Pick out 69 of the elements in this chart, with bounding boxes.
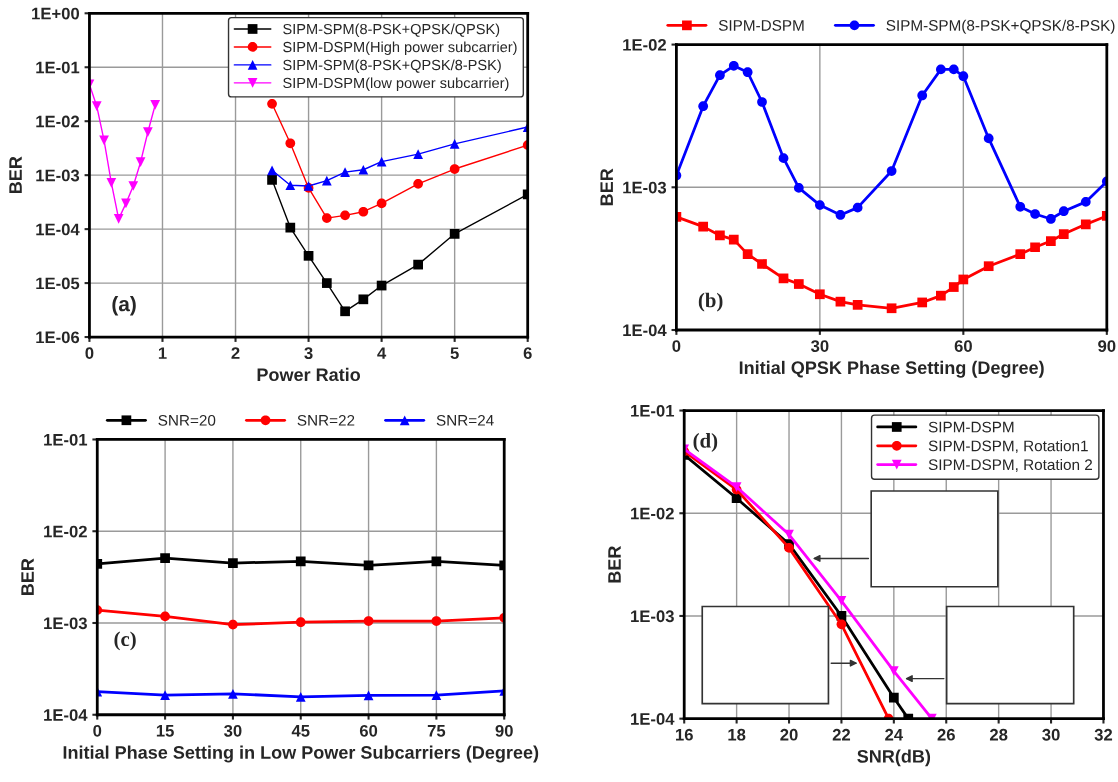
x-tick-label: 45: [291, 725, 310, 737]
x-axis-title: Initial QPSK Phase Setting (Degree): [739, 360, 1044, 378]
legend-label: SIPM-DSPM(low power subcarrier): [283, 77, 509, 91]
y-axis-title: BER: [9, 156, 22, 194]
y-tick-label: 1E-04: [631, 713, 675, 725]
x-axis-title: Power Ratio: [257, 367, 361, 382]
y-tick-label: 1E-04: [623, 324, 667, 337]
x-axis-title: SNR(dB): [857, 749, 931, 767]
legend-label: SIPM-SPM(8-PSK+QPSK/8-PSK): [283, 59, 501, 74]
y-tick-label: 1E-03: [36, 169, 80, 182]
y-axis-title: BER: [608, 545, 621, 583]
x-tick-label: 5: [450, 347, 459, 360]
x-tick-label: 20: [780, 728, 798, 741]
y-tick-label: 1E+00: [32, 7, 80, 20]
x-tick-label: 60: [954, 340, 972, 352]
y-tick-label: 1E-05: [36, 277, 80, 290]
x-tick-label: 30: [810, 340, 829, 352]
x-tick-label: 90: [1098, 340, 1116, 352]
y-axis-title: BER: [21, 558, 34, 595]
x-tick-label: 6: [523, 347, 532, 360]
legend-label: SNR=22: [297, 414, 355, 426]
legend-label: SIPM-DSPM(High power subcarrier): [283, 41, 517, 56]
x-tick-label: 1: [158, 347, 167, 359]
x-tick-label: 75: [427, 725, 446, 737]
x-axis-title: Initial Phase Setting in Low Power Subcarriers (Degree): [63, 745, 539, 763]
y-tick-label: 1E-01: [36, 61, 80, 74]
y-tick-label: 1E-04: [44, 709, 88, 721]
x-tick-label: 32: [1094, 728, 1113, 741]
legend-label: SNR=24: [436, 414, 494, 426]
x-tick-label: 90: [495, 724, 513, 737]
legend-label: SNR=20: [158, 414, 216, 426]
x-tick-label: 16: [676, 728, 693, 741]
x-tick-label: 22: [832, 728, 851, 741]
x-tick-label: 18: [728, 728, 746, 741]
legend-label: SIPM-DSPM, Rotation1: [928, 440, 1088, 454]
y-tick-label: 1E-01: [44, 433, 88, 446]
annotation: (a): [112, 296, 136, 316]
y-tick-label: 1E-03: [623, 181, 667, 194]
legend-label: SIPM-SPM(8-PSK+QPSK/QPSK): [283, 23, 500, 38]
x-tick-label: 30: [224, 724, 242, 737]
x-tick-label: 2: [231, 347, 240, 359]
y-tick-label: 1E-04: [36, 223, 80, 236]
legend-label: SIPM-DSPM, Rotation 2: [928, 458, 1093, 472]
annotation: (c): [114, 631, 136, 651]
x-tick-label: 4: [377, 347, 387, 359]
x-tick-label: 15: [156, 725, 174, 737]
legend-label: SIPM-SPM(8-PSK+QPSK/8-PSK): [886, 19, 1115, 34]
x-tick-label: 24: [885, 728, 904, 741]
x-tick-label: 26: [937, 728, 955, 741]
legend-label: SIPM-DSPM: [718, 20, 804, 31]
legend-label: SIPM-DSPM: [928, 421, 1014, 433]
y-tick-label: 1E-02: [44, 525, 87, 538]
x-tick-label: 0: [93, 724, 102, 737]
x-tick-label: 3: [304, 347, 313, 360]
y-tick-label: 1E-06: [36, 331, 80, 344]
y-tick-label: 1E-02: [36, 115, 80, 128]
y-tick-label: 1E-02: [631, 507, 674, 520]
y-tick-label: 1E-02: [623, 38, 666, 51]
x-tick-label: 28: [989, 728, 1008, 741]
x-tick-label: 0: [672, 340, 681, 352]
x-tick-label: 60: [359, 724, 378, 737]
annotation: (b): [698, 292, 723, 312]
y-tick-label: 1E-03: [44, 617, 87, 630]
y-axis-title: BER: [600, 168, 613, 206]
y-tick-label: 1E-03: [631, 610, 674, 623]
y-tick-label: 1E-01: [631, 404, 675, 417]
x-tick-label: 0: [85, 347, 94, 360]
annotation: (d): [693, 433, 718, 452]
x-tick-label: 30: [1042, 728, 1060, 741]
